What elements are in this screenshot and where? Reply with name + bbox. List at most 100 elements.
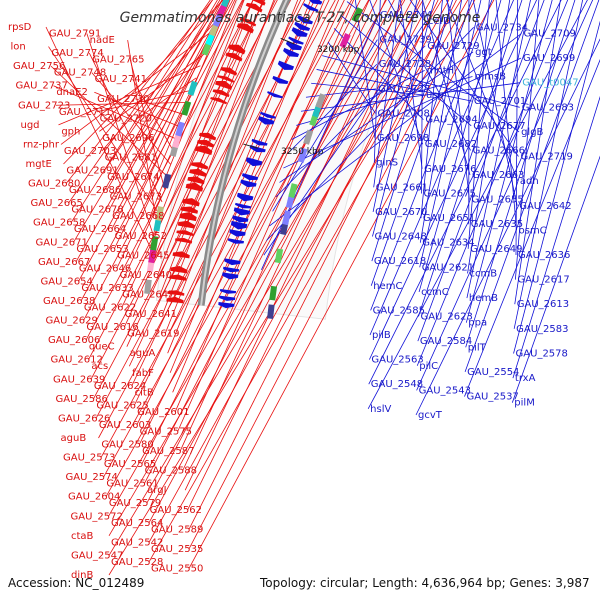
leader-line — [275, 45, 426, 198]
leader-line — [370, 0, 473, 286]
gene-label: aguA — [130, 348, 156, 359]
forward-gene-arrow — [239, 17, 257, 27]
gene-label: GAU_2681 — [105, 152, 157, 163]
gene-label: GAU_2617 — [517, 275, 569, 286]
leader-line — [300, 82, 521, 112]
forward-gene-arrow — [167, 290, 185, 296]
gene-label: GAU_2648 — [374, 232, 426, 243]
leader-line — [467, 0, 490, 249]
leader-line — [371, 0, 453, 262]
leader-line — [104, 0, 223, 171]
gene-label: GAU_2579 — [109, 498, 161, 509]
gene-label: GAU_2711 — [59, 107, 111, 118]
gene-label: GAU_2699 — [523, 53, 575, 64]
reverse-gene-arrow — [218, 301, 235, 309]
leader-line — [418, 0, 523, 317]
leader-line — [118, 0, 254, 289]
gene-label: argJ — [147, 485, 166, 496]
leader-line — [152, 0, 245, 236]
gene-label: GAU_2589 — [151, 524, 203, 535]
leader-line — [446, 0, 470, 200]
gene-label: GAU_2719 — [520, 152, 572, 163]
gene-label: citB — [135, 387, 154, 398]
reverse-gene-arrow — [229, 229, 246, 237]
cog-box — [288, 183, 298, 199]
forward-gene-arrow — [191, 162, 209, 170]
leader-line — [511, 155, 600, 403]
forward-gene-arrow — [210, 97, 227, 105]
leader-line — [369, 0, 514, 336]
gene-label: GAU_2604 — [68, 492, 120, 503]
gene-label: GAU_2641 — [125, 309, 177, 320]
leader-line — [416, 0, 569, 366]
scale-tick-label: 3250 kbp — [281, 147, 324, 157]
reverse-gene-arrow — [235, 202, 252, 209]
gene-label: GAU_2626 — [58, 413, 110, 424]
leader-line — [53, 85, 178, 140]
gene-label: GAU_2562 — [150, 505, 202, 516]
gene-label: GAU_2634 — [422, 238, 474, 249]
gene-label: GAU_2675 — [424, 188, 476, 199]
leader-line — [261, 14, 379, 270]
gene-label: GAU_2640 — [120, 270, 172, 281]
leader-line — [169, 0, 325, 373]
forward-gene-arrow — [169, 274, 187, 281]
leader-line — [187, 0, 439, 510]
reverse-gene-arrow — [272, 75, 289, 85]
leader-line — [464, 0, 600, 373]
leader-line — [128, 0, 302, 367]
gene-label: adh — [520, 176, 539, 187]
leader-line — [131, 0, 315, 386]
leader-line — [446, 0, 519, 182]
leader-line — [68, 0, 211, 204]
gene-label: GAU_2774 — [51, 48, 103, 59]
gene-label: GAU_2619 — [127, 329, 179, 340]
gene-label: GAU_2622 — [84, 303, 136, 314]
leader-line — [148, 0, 450, 543]
leader-line — [91, 72, 171, 165]
forward-gene-arrow — [179, 212, 197, 222]
reverse-gene-arrow — [258, 116, 275, 125]
gene-label: GAU_2682 — [425, 139, 477, 150]
cog-box — [303, 129, 314, 145]
gene-label: GAU_2645 — [117, 250, 169, 261]
gene-label: GAU_2621 — [422, 262, 474, 273]
leader-line — [103, 0, 370, 478]
gene-label: GAU_t0047 — [522, 78, 578, 89]
gene-label: GAU_2727 — [378, 84, 430, 95]
gene-label: GAU_2696 — [102, 133, 154, 144]
forward-gene-arrow — [196, 140, 215, 148]
forward-gene-arrow — [198, 132, 217, 141]
scale-tick — [243, 143, 258, 149]
gene-label: GAU_2635 — [471, 219, 523, 230]
gene-label: GAU_2701 — [474, 96, 526, 107]
gene-label: GAU_2537 — [466, 392, 518, 403]
reverse-gene-arrow — [288, 36, 304, 45]
gene-label: GAU_2708 — [378, 108, 430, 119]
reverse-gene-arrow — [294, 21, 311, 31]
gene-label: GAU_2550 — [151, 563, 203, 574]
leader-line — [291, 70, 425, 140]
leader-line — [146, 0, 413, 504]
leader-line — [157, 0, 264, 276]
cog-box — [181, 100, 192, 116]
leader-line — [369, 0, 538, 360]
gene-label: GAU_2671 — [36, 237, 88, 248]
gene-label: GAU_2674 — [107, 172, 159, 183]
leader-line — [465, 0, 553, 323]
cog-box — [274, 248, 284, 264]
gene-label: GAU_2547 — [71, 550, 123, 561]
leader-line — [415, 38, 600, 416]
gene-label: pilM — [514, 398, 535, 409]
leader-line — [70, 0, 213, 223]
leader-line — [513, 20, 600, 354]
gene-label: GAU_2676 — [424, 164, 476, 175]
leader-line — [465, 0, 576, 348]
gene-label: hemB — [469, 293, 498, 304]
leader-line — [105, 0, 387, 497]
reverse-gene-arrow — [303, 3, 319, 12]
cog-box — [150, 235, 159, 251]
forward-gene-arrow — [212, 89, 230, 98]
gene-label: GAU_2737 — [16, 81, 68, 92]
leader-line — [108, 0, 462, 576]
